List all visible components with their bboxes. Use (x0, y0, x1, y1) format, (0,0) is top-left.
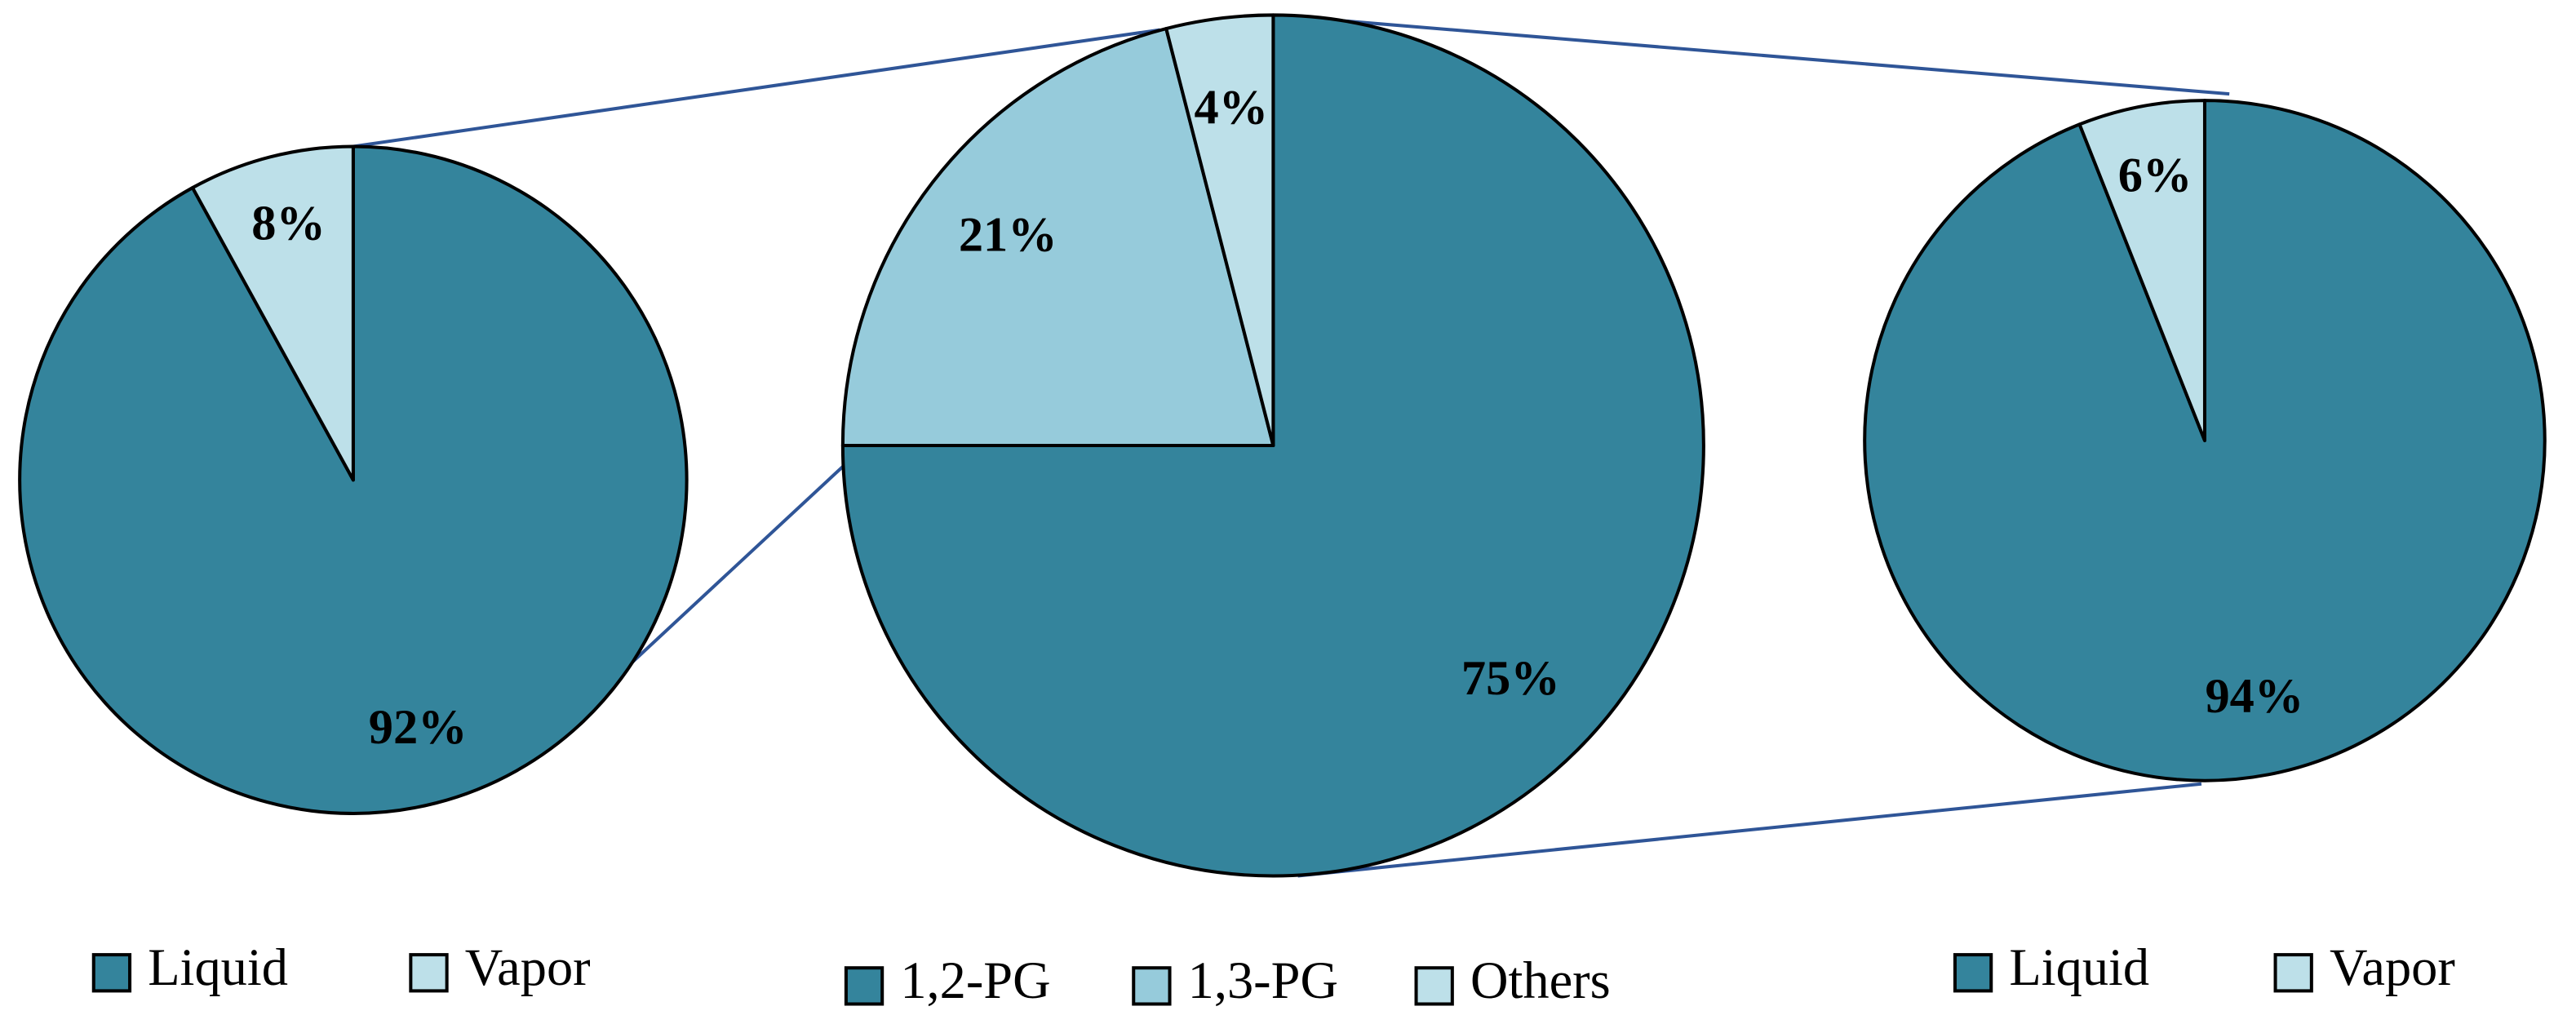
legend-label: 1,3-PG (1188, 951, 1338, 1009)
legend-label: Liquid (2009, 938, 2149, 996)
legend-label: Liquid (148, 938, 288, 996)
legend-label: Vapor (465, 938, 591, 996)
legend-swatch (409, 953, 449, 993)
legend-swatch (91, 953, 132, 993)
legend-swatch (1414, 966, 1454, 1006)
data-label: 21% (959, 208, 1057, 263)
legend-label: Others (1470, 951, 1611, 1009)
pie-slice (840, 27, 1275, 447)
data-label: 6% (2118, 148, 2192, 202)
pie-slice (2077, 99, 2206, 442)
data-label: 4% (1195, 81, 1269, 135)
pie-slice (1164, 13, 1275, 447)
connector-line (1273, 13, 2230, 96)
legend-swatch (844, 966, 885, 1006)
legend-swatch (2273, 953, 2313, 993)
data-label: 75% (1461, 651, 1560, 706)
legend-label: Vapor (2330, 938, 2455, 996)
data-label: 92% (369, 700, 468, 755)
data-label: 8% (251, 196, 326, 250)
connector-line (352, 28, 1160, 149)
pie-slice (190, 144, 355, 482)
data-label: 94% (2205, 669, 2303, 724)
connector-line (1297, 782, 2202, 878)
pie-slice (840, 13, 1705, 878)
legend-swatch (1132, 966, 1172, 1006)
legend-label: 1,2-PG (900, 951, 1050, 1009)
legend-swatch (1953, 953, 1993, 993)
